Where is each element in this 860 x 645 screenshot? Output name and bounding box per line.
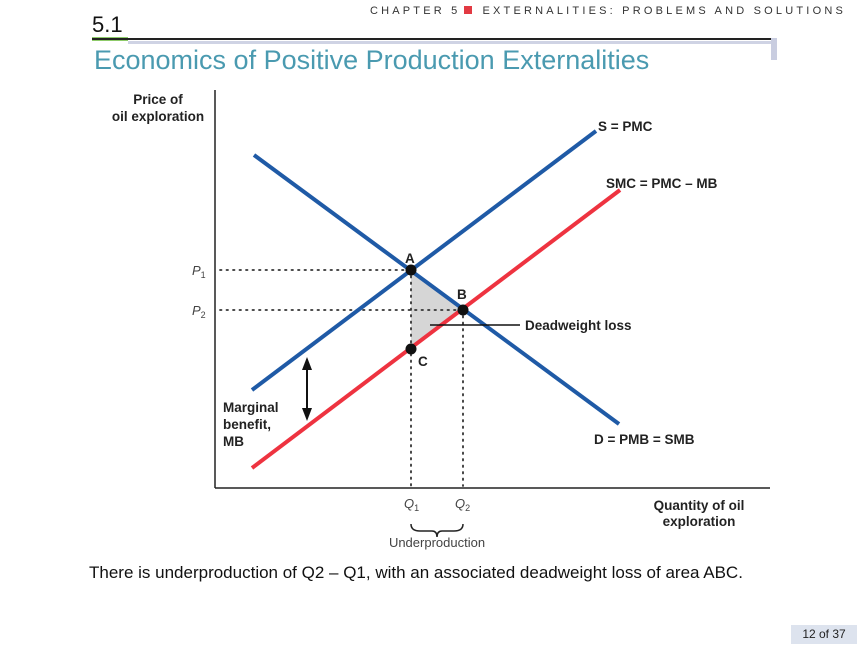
section-number: 5.1 — [92, 12, 123, 37]
y-axis-label-line2: oil exploration — [112, 109, 204, 124]
demand-curve-label: D = PMB = SMB — [594, 432, 695, 447]
q1-subscript: 1 — [414, 503, 419, 513]
point-b-label: B — [457, 287, 467, 302]
q2-subscript: 2 — [465, 503, 470, 513]
x-axis-label-line2: exploration — [663, 514, 736, 529]
smc-curve-label: SMC = PMC – MB — [606, 176, 718, 191]
deadweight-loss-area — [411, 270, 463, 349]
separator-square-icon — [464, 6, 473, 14]
mb-label-line1: Marginal — [223, 400, 279, 415]
q1-label: Q1 — [404, 496, 419, 513]
header-corner — [771, 38, 777, 60]
page-title: Economics of Positive Production Externa… — [94, 45, 650, 75]
deadweight-loss-label: Deadweight loss — [525, 318, 632, 333]
mb-label-line2: benefit, — [223, 417, 271, 432]
point-b — [457, 304, 469, 316]
q2-label: Q2 — [455, 496, 470, 513]
supply-curve — [250, 129, 598, 392]
mb-double-arrow-icon — [302, 357, 312, 421]
x-axis-label-line1: Quantity of oil — [654, 498, 745, 513]
chapter-header: CHAPTER 5 EXTERNALITIES: PROBLEMS AND SOL… — [370, 5, 846, 17]
p2-subscript: 2 — [201, 310, 206, 320]
caption: There is underproduction of Q2 – Q1, wit… — [89, 563, 743, 582]
underproduction-brace-icon — [410, 523, 464, 538]
smc-curve — [250, 188, 622, 470]
mb-label-line3: MB — [223, 434, 244, 449]
p1-subscript: 1 — [201, 270, 206, 280]
header-shadow — [128, 41, 776, 44]
header-rule — [92, 38, 776, 40]
point-c — [405, 343, 417, 355]
chapter-title: EXTERNALITIES: PROBLEMS AND SOLUTIONS — [482, 5, 846, 17]
p2-symbol: P — [192, 303, 201, 318]
y-axis-label-line1: Price of — [133, 92, 183, 107]
p1-symbol: P — [192, 263, 201, 278]
demand-curve — [252, 153, 621, 426]
point-a — [405, 264, 417, 276]
chapter-number: CHAPTER 5 — [369, 5, 461, 17]
page-number: 12 of 37 — [791, 625, 857, 644]
supply-curve-label: S = PMC — [598, 119, 653, 134]
underproduction-label: Underproduction — [389, 535, 485, 550]
point-a-label: A — [405, 251, 415, 266]
p1-label: P1 — [192, 263, 206, 280]
q1-symbol: Q — [404, 496, 414, 511]
q2-symbol: Q — [455, 496, 465, 511]
p2-label: P2 — [192, 303, 206, 320]
point-c-label: C — [418, 354, 428, 369]
